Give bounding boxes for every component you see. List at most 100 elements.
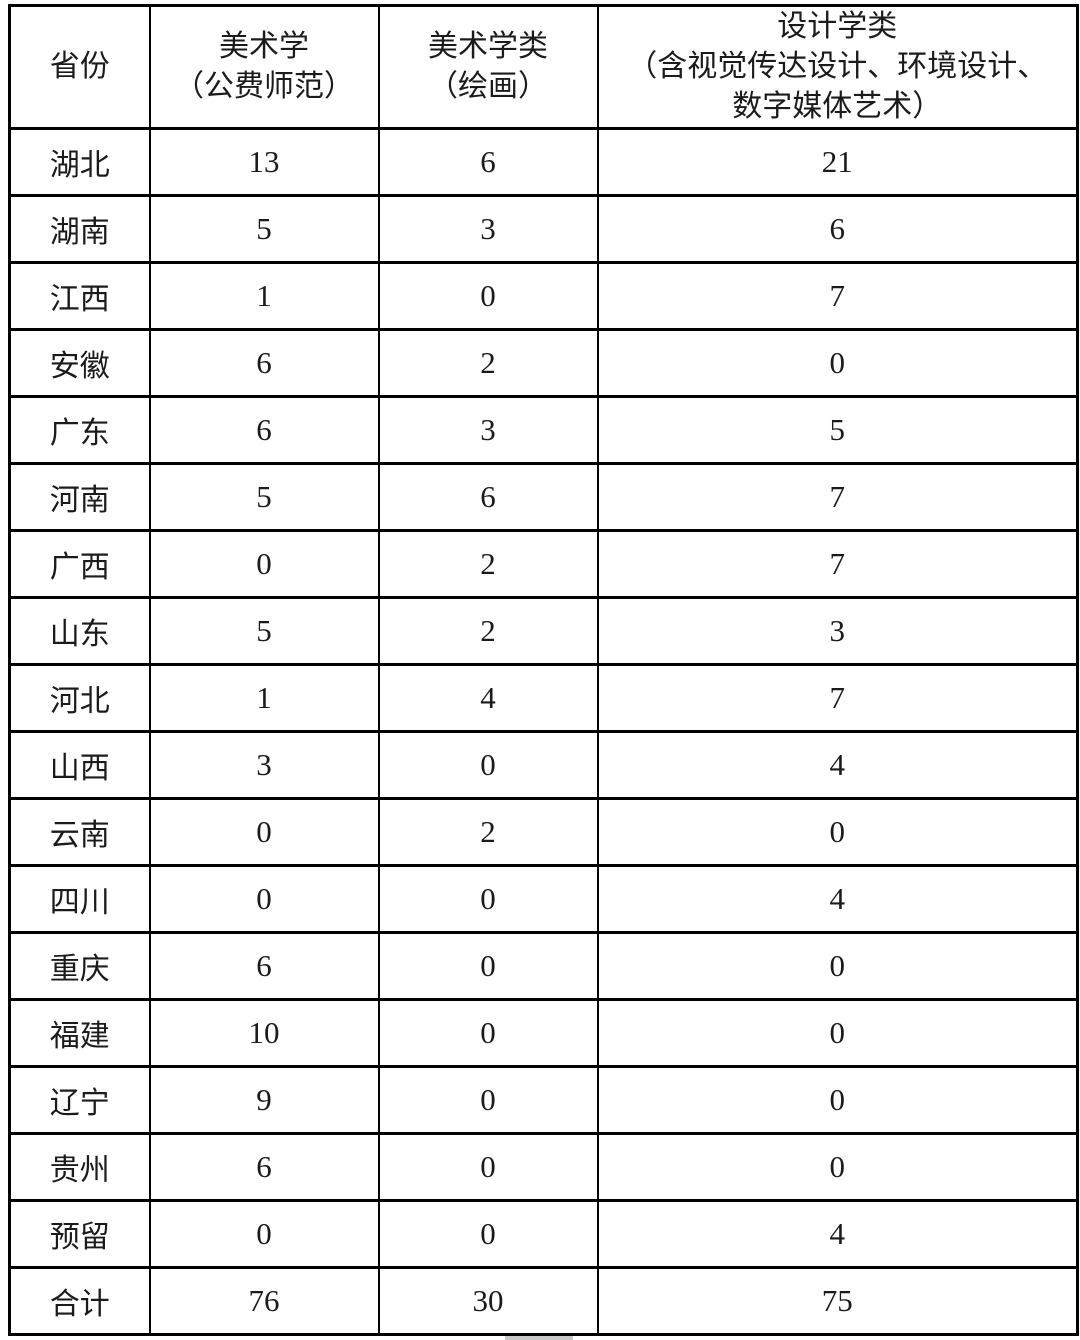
header-meishuxuelei-huihua: 美术学类 （绘画） <box>377 4 599 130</box>
province-cell: 河北 <box>8 663 151 733</box>
value-cell: 0 <box>377 931 599 1001</box>
value-cell: 0 <box>596 1065 1079 1135</box>
page-indicator-fragment <box>505 1336 573 1340</box>
value-cell: 7 <box>596 462 1079 532</box>
header-line: （含视觉传达设计、环境设计、 <box>627 50 1048 83</box>
value-cell: 4 <box>596 1199 1079 1269</box>
table-row: 广东 6 3 5 <box>8 395 1079 465</box>
table-row: 江西 1 0 7 <box>8 261 1079 331</box>
table-row: 辽宁 9 0 0 <box>8 1065 1079 1135</box>
value-cell: 3 <box>148 730 380 800</box>
value-cell: 30 <box>377 1266 599 1336</box>
table-row: 河南 5 6 7 <box>8 462 1079 532</box>
value-cell: 6 <box>148 328 380 398</box>
province-cell: 辽宁 <box>8 1065 151 1135</box>
value-cell: 5 <box>148 462 380 532</box>
value-cell: 0 <box>596 797 1079 867</box>
province-cell: 重庆 <box>8 931 151 1001</box>
table-row: 福建 10 0 0 <box>8 998 1079 1068</box>
province-cell: 广东 <box>8 395 151 465</box>
table-body: 湖北 13 6 21 湖南 5 3 6 江西 1 0 7 安徽 6 2 0 广东 6 3 5 河南 5 6 7 广西 0 2 7 山东 5… <box>8 127 1079 1336</box>
value-cell: 2 <box>377 328 599 398</box>
value-cell: 4 <box>596 730 1079 800</box>
value-cell: 0 <box>377 1132 599 1202</box>
table-row: 山东 5 2 3 <box>8 596 1079 666</box>
province-cell: 福建 <box>8 998 151 1068</box>
value-cell: 0 <box>377 1199 599 1269</box>
province-cell: 湖北 <box>8 127 151 197</box>
value-cell: 5 <box>148 194 380 264</box>
table-row: 安徽 6 2 0 <box>8 328 1079 398</box>
province-cell: 广西 <box>8 529 151 599</box>
table-row: 河北 1 4 7 <box>8 663 1079 733</box>
value-cell: 0 <box>377 261 599 331</box>
value-cell: 6 <box>148 931 380 1001</box>
province-cell: 四川 <box>8 864 151 934</box>
province-cell: 贵州 <box>8 1132 151 1202</box>
province-cell: 云南 <box>8 797 151 867</box>
header-line: （绘画） <box>428 70 548 103</box>
header-shejixuelei: 设计学类 （含视觉传达设计、环境设计、 数字媒体艺术） <box>596 4 1079 130</box>
table-row: 云南 0 2 0 <box>8 797 1079 867</box>
table-row: 预留 0 0 4 <box>8 1199 1079 1269</box>
value-cell: 6 <box>596 194 1079 264</box>
province-cell: 山西 <box>8 730 151 800</box>
value-cell: 75 <box>596 1266 1079 1336</box>
value-cell: 7 <box>596 529 1079 599</box>
value-cell: 1 <box>148 663 380 733</box>
value-cell: 0 <box>148 1199 380 1269</box>
value-cell: 0 <box>377 998 599 1068</box>
table-row: 广西 0 2 7 <box>8 529 1079 599</box>
value-cell: 2 <box>377 596 599 666</box>
value-cell: 4 <box>377 663 599 733</box>
value-cell: 6 <box>148 395 380 465</box>
value-cell: 13 <box>148 127 380 197</box>
table-row: 贵州 6 0 0 <box>8 1132 1079 1202</box>
table-row: 湖北 13 6 21 <box>8 127 1079 197</box>
header-line: 设计学类 <box>777 10 898 43</box>
value-cell: 6 <box>148 1132 380 1202</box>
value-cell: 0 <box>148 529 380 599</box>
value-cell: 1 <box>148 261 380 331</box>
value-cell: 6 <box>377 127 599 197</box>
province-cell: 合计 <box>8 1266 151 1336</box>
value-cell: 3 <box>377 395 599 465</box>
value-cell: 0 <box>148 864 380 934</box>
value-cell: 0 <box>377 1065 599 1135</box>
value-cell: 9 <box>148 1065 380 1135</box>
value-cell: 0 <box>596 931 1079 1001</box>
value-cell: 0 <box>148 797 380 867</box>
value-cell: 0 <box>377 730 599 800</box>
value-cell: 76 <box>148 1266 380 1336</box>
value-cell: 3 <box>377 194 599 264</box>
value-cell: 4 <box>596 864 1079 934</box>
table-row: 湖南 5 3 6 <box>8 194 1079 264</box>
table-row: 四川 0 0 4 <box>8 864 1079 934</box>
value-cell: 21 <box>596 127 1079 197</box>
value-cell: 0 <box>596 998 1079 1068</box>
value-cell: 6 <box>377 462 599 532</box>
header-meishuxue-gongfei: 美术学 （公费师范） <box>148 4 380 130</box>
admission-plan-table: 省份 美术学 （公费师范） 美术学类 （绘画） 设计学类 （含视觉传达设计、环境… <box>8 4 1079 1336</box>
value-cell: 5 <box>148 596 380 666</box>
value-cell: 2 <box>377 529 599 599</box>
province-cell: 河南 <box>8 462 151 532</box>
province-cell: 安徽 <box>8 328 151 398</box>
value-cell: 0 <box>377 864 599 934</box>
province-cell: 江西 <box>8 261 151 331</box>
province-cell: 湖南 <box>8 194 151 264</box>
header-row: 省份 美术学 （公费师范） 美术学类 （绘画） 设计学类 （含视觉传达设计、环境… <box>8 4 1079 130</box>
value-cell: 2 <box>377 797 599 867</box>
header-line: 美术学类 <box>428 30 548 63</box>
value-cell: 0 <box>596 1132 1079 1202</box>
header-province-label: 省份 <box>49 50 110 83</box>
value-cell: 10 <box>148 998 380 1068</box>
value-cell: 5 <box>596 395 1079 465</box>
header-line: （公费师范） <box>174 70 354 103</box>
table-header: 省份 美术学 （公费师范） 美术学类 （绘画） 设计学类 （含视觉传达设计、环境… <box>8 4 1079 130</box>
table-row: 山西 3 0 4 <box>8 730 1079 800</box>
value-cell: 0 <box>596 328 1079 398</box>
value-cell: 3 <box>596 596 1079 666</box>
value-cell: 7 <box>596 663 1079 733</box>
